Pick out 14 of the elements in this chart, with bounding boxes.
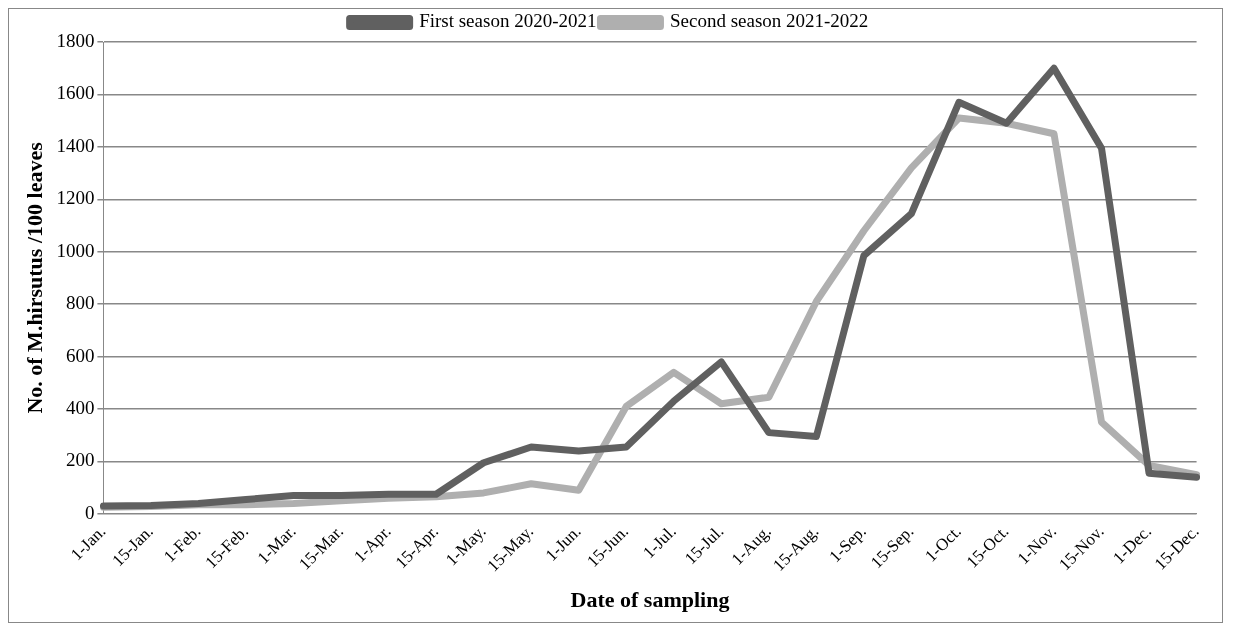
y-tick-label: 800 [65, 292, 95, 314]
y-tick-label: 1400 [56, 134, 95, 156]
legend-label: Second season 2021-2022 [669, 10, 869, 32]
y-axis-title: No. of M.hirsutus /100 leaves [21, 141, 47, 414]
y-tick-label: 1600 [56, 82, 95, 104]
legend-label: First season 2020-2021 [419, 10, 597, 32]
y-tick-label: 400 [65, 397, 95, 419]
y-tick-label: 200 [65, 449, 95, 471]
x-axis-title: Date of sampling [570, 587, 730, 613]
y-tick-label: 1200 [56, 187, 95, 209]
y-tick-label: 1800 [56, 29, 95, 51]
y-tick-label: 0 [84, 501, 95, 523]
y-tick-label: 1000 [56, 239, 95, 261]
y-tick-label: 600 [65, 344, 95, 366]
